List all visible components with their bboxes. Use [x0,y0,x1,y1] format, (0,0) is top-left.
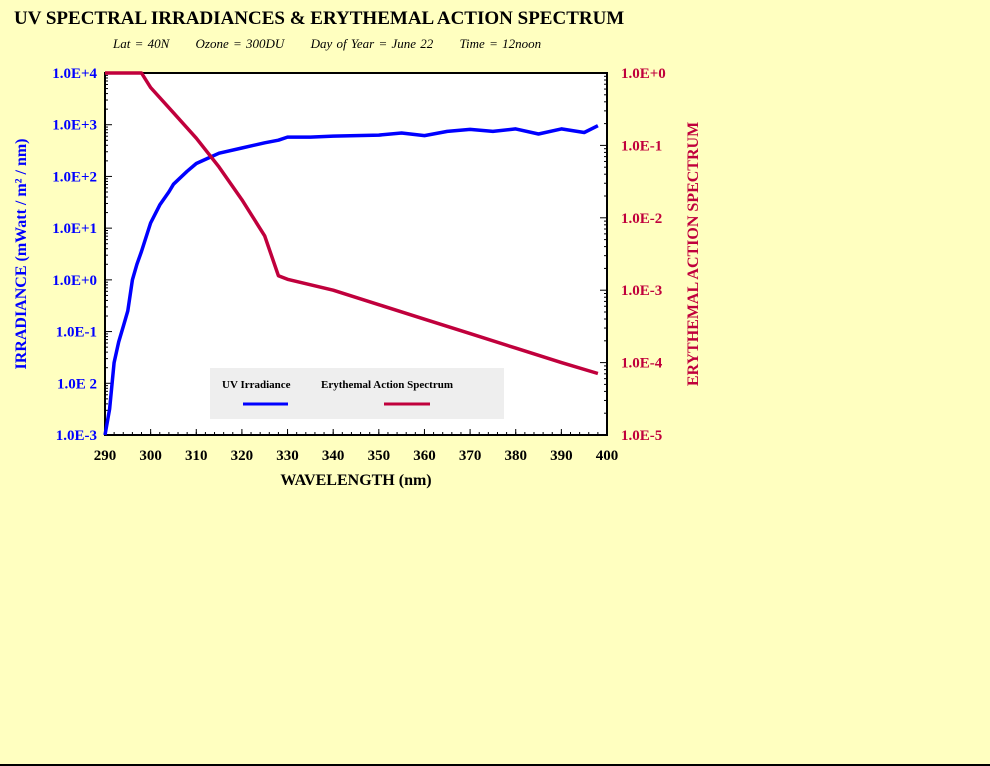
legend-label-erythemal: Erythemal Action Spectrum [321,379,453,391]
y-left-tick-label: 1.0E+0 [52,273,97,289]
y-right-tick-label: 1.0E-5 [621,428,662,444]
y-left-tick-label: 1.0E-3 [56,428,97,444]
x-tick-label: 370 [459,448,482,464]
legend-box [210,368,504,419]
y-right-tick-label: 1.0E-4 [621,356,663,372]
x-tick-label: 310 [185,448,208,464]
bottom-border [0,764,990,766]
x-tick-label: 380 [504,448,527,464]
x-tick-label: 350 [368,448,391,464]
y-left-tick-label: 1.0E 2 [57,376,97,392]
y-left-tick-label: 1.0E+3 [52,118,97,134]
x-tick-label: 390 [550,448,573,464]
y-left-tick-label: 1.0E-1 [56,325,97,341]
subtitle-time: Time = 12noon [459,36,542,51]
x-tick-label: 300 [139,448,162,464]
subtitle-day: Day of Year = June 22 [310,36,434,51]
x-tick-label: 340 [322,448,345,464]
y-left-tick-label: 1.0E+1 [52,221,97,237]
x-tick-label: 400 [596,448,619,464]
x-axis-label: WAVELENGTH (nm) [280,472,431,489]
chart-title: UV SPECTRAL IRRADIANCES & ERYTHEMAL ACTI… [14,8,625,29]
subtitle-ozone: Ozone = 300DU [195,36,285,51]
y-left-tick-label: 1.0E+4 [52,66,97,82]
y-right-tick-label: 1.0E-3 [621,283,662,299]
y-left-tick-label: 1.0E+2 [52,169,97,185]
y-right-tick-label: 1.0E-1 [621,138,662,154]
subtitle-lat: Lat = 40N [113,36,170,51]
legend-label-irradiance: UV Irradiance [222,379,291,391]
x-tick-label: 360 [413,448,436,464]
y-right-tick-label: 1.0E-2 [621,211,662,227]
y-right-tick-label: 1.0E+0 [621,66,666,82]
erythemal-line [105,71,599,376]
y-axis-label-left: IRRADIANCE (mWatt / m² / nm) [13,138,30,369]
x-tick-label: 330 [276,448,299,464]
x-tick-label: 320 [231,448,254,464]
chart-subtitle: Lat = 40N Ozone = 300DU Day of Year = Ju… [113,36,563,52]
y-axis-label-right: ERYTHEMAL ACTION SPECTRUM [685,122,702,386]
x-tick-label: 290 [94,448,117,464]
irradiance-line [103,124,599,436]
